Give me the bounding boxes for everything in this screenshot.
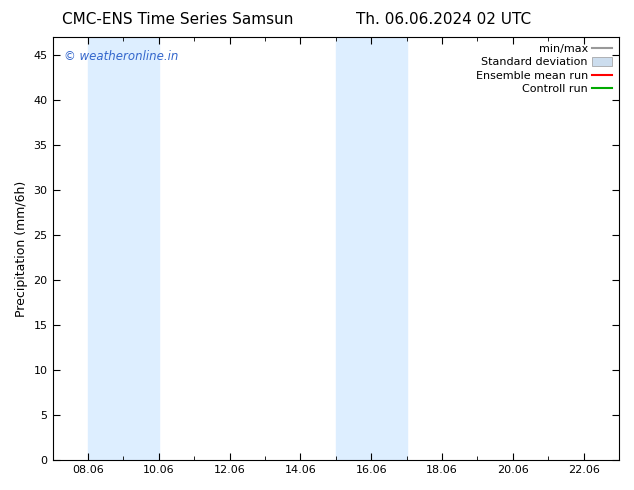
Text: Th. 06.06.2024 02 UTC: Th. 06.06.2024 02 UTC	[356, 12, 531, 27]
Bar	[88, 37, 158, 460]
Text: © weatheronline.in: © weatheronline.in	[64, 50, 178, 63]
Legend: min/max, Standard deviation, Ensemble mean run, Controll run: min/max, Standard deviation, Ensemble me…	[471, 39, 617, 98]
Y-axis label: Precipitation (mm/6h): Precipitation (mm/6h)	[15, 180, 28, 317]
Text: CMC-ENS Time Series Samsun: CMC-ENS Time Series Samsun	[62, 12, 293, 27]
Bar	[336, 37, 406, 460]
